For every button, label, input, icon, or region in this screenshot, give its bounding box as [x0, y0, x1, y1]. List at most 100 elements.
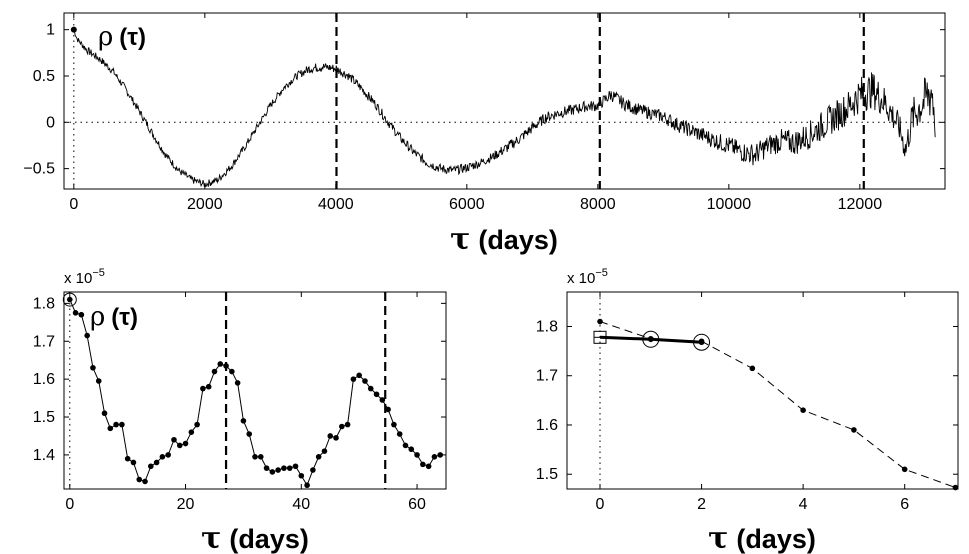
- bottom-left-data-point: [298, 472, 305, 479]
- bottom-left-data-point: [200, 385, 206, 392]
- bottom-right-circle-marker: [693, 333, 711, 351]
- top-rho-label: ρ (τ): [98, 22, 146, 52]
- bottom-left-data-point: [159, 453, 166, 460]
- bottom-left-data-point: [205, 383, 212, 390]
- bottom-left-data-point: [223, 363, 229, 369]
- bottom-left-data-point: [95, 378, 102, 384]
- bottom-left-data-point: [414, 452, 420, 458]
- top-x-axis-label: τ (days): [450, 222, 558, 257]
- bottom-left-data-point: [281, 465, 287, 471]
- bottom-left-data-point: [229, 368, 235, 375]
- bottom-left-data-point: [240, 418, 247, 424]
- bottom-left-data-point: [339, 423, 345, 430]
- bottom-left-data-point: [356, 372, 362, 379]
- top-xtick-label: 12000: [838, 196, 883, 213]
- bottom-left-plot-frame: [63, 291, 447, 490]
- top-ytick-label: 0: [46, 114, 55, 131]
- bottom-left-data-point: [275, 467, 281, 473]
- bottom-right-data-point: [851, 427, 857, 433]
- bottom-left-xtick-label: 40: [292, 496, 310, 513]
- bottom-left-data-point: [362, 378, 368, 384]
- bottom-left-data-point: [136, 476, 143, 483]
- bottom-left-data-point: [425, 463, 432, 470]
- bottom-right-x-axis-label: τ (days): [708, 521, 816, 554]
- bottom-left-data-point: [420, 461, 426, 468]
- bottom-left-xtick-label: 20: [177, 496, 195, 513]
- bottom-left-data-point: [437, 452, 444, 458]
- bottom-right-plot-frame: [566, 291, 959, 490]
- bottom-left-rho-label: ρ (τ): [90, 302, 138, 332]
- bottom-right-ytick-label: 1.7: [536, 368, 558, 385]
- bottom-right-circle-center: [698, 339, 705, 346]
- bottom-right-xtick-label: 2: [697, 496, 706, 513]
- top-xtick-label: 8000: [580, 196, 616, 213]
- bottom-left-ytick-label: 1.7: [33, 333, 55, 350]
- bottom-left-data-point: [402, 442, 409, 449]
- bottom-left-data-point: [119, 421, 125, 428]
- bottom-left-data-point: [176, 442, 183, 449]
- top-xtick-label: 10000: [707, 196, 752, 213]
- bottom-right-panel: x 10−5 0 2 4 6 1.5 1.6 1.7 1.8 τ (days): [536, 267, 959, 554]
- bottom-left-data-point: [327, 433, 334, 439]
- bottom-right-data-point: [901, 466, 908, 473]
- bottom-left-data-point: [379, 397, 386, 403]
- bottom-left-data-point: [194, 421, 200, 428]
- bottom-left-data-point: [246, 431, 253, 437]
- bottom-left-data-point: [130, 459, 137, 466]
- bottom-right-ytick-label: 1.5: [536, 466, 558, 483]
- bottom-left-data-point: [321, 448, 328, 454]
- bottom-left-scale-note: x 10−5: [64, 267, 105, 287]
- bottom-right-ytick-label: 1.8: [536, 318, 558, 335]
- bottom-left-data-point: [350, 376, 357, 382]
- bottom-left-data-point: [310, 467, 316, 473]
- bottom-left-data-point: [72, 310, 79, 316]
- top-xtick-label: 2000: [187, 196, 223, 213]
- bottom-left-data-point: [142, 478, 148, 485]
- bottom-left-data-point: [153, 459, 160, 466]
- bottom-left-data-point: [431, 453, 438, 460]
- bottom-right-circle-center: [647, 336, 654, 343]
- bottom-left-data-point: [385, 406, 391, 413]
- bottom-left-data-point: [165, 452, 171, 458]
- bottom-right-data-point: [749, 365, 756, 372]
- bottom-left-data-point: [211, 368, 218, 375]
- bottom-left-data-point: [234, 380, 241, 386]
- bottom-left-data-point: [269, 469, 276, 475]
- bottom-left-data-point: [344, 421, 351, 428]
- bottom-left-data-point: [396, 431, 403, 437]
- bottom-left-data-point: [78, 311, 85, 318]
- top-panel: 0 2000 4000 6000 8000 10000 12000 −0.5 0 0.5 1 ρ (τ…: [23, 12, 946, 257]
- bottom-left-data-point: [315, 453, 322, 460]
- bottom-left-data-point: [286, 465, 293, 471]
- bottom-right-ytick-label: 1.6: [536, 417, 558, 434]
- bottom-left-data-point: [90, 364, 96, 371]
- bottom-left-data-point: [408, 446, 415, 453]
- top-xtick-label: 6000: [449, 196, 485, 213]
- top-xtick-label: 4000: [318, 196, 354, 213]
- bottom-left-data-point: [124, 455, 131, 462]
- bottom-left-data-point: [101, 410, 108, 417]
- bottom-left-data-point: [217, 361, 224, 367]
- bottom-left-data-point: [84, 332, 90, 339]
- bottom-left-data-point: [333, 435, 339, 441]
- top-ytick-label: 1: [46, 22, 55, 39]
- bottom-right-xtick-label: 0: [596, 496, 605, 513]
- bottom-right-circle-marker: [642, 330, 660, 348]
- top-plot-frame: [63, 12, 946, 190]
- bottom-left-ytick-label: 1.6: [33, 371, 55, 388]
- bottom-left-data-point: [373, 391, 380, 398]
- bottom-left-data-point: [182, 440, 189, 447]
- bottom-left-ytick-label: 1.5: [33, 409, 55, 426]
- bottom-left-data-point: [263, 465, 270, 471]
- top-start-point: [70, 26, 77, 33]
- bottom-left-data-point: [292, 463, 299, 470]
- bottom-left-data-point: [113, 421, 119, 428]
- bottom-right-data-point: [800, 407, 806, 414]
- bottom-left-panel: x 10−5 0 20 40 60 1.4 1.5 1.6 1.7 1.8 ρ (τ) τ (day…: [33, 267, 447, 554]
- bottom-left-data-point: [107, 425, 114, 432]
- bottom-left-ytick-label: 1.4: [33, 447, 55, 464]
- bottom-left-data-point: [66, 296, 73, 303]
- bottom-left-data-point: [391, 421, 397, 428]
- bottom-left-data-point: [171, 436, 177, 443]
